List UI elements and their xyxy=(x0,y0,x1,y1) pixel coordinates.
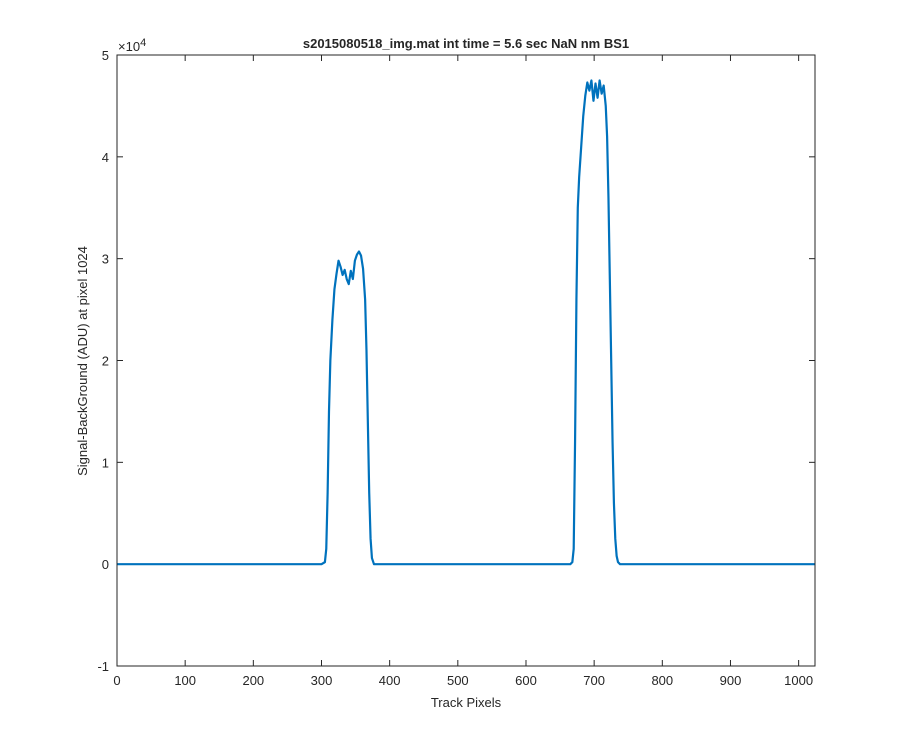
x-tick-label: 1000 xyxy=(784,673,813,688)
tick-labels: 0 100 200 300 400 500 600 700 800 900 1000 -1 0 1 2 3 4 5 xyxy=(97,48,813,688)
y-tick-label: 0 xyxy=(102,557,109,572)
series-group xyxy=(117,79,815,566)
x-tick-label: 200 xyxy=(242,673,264,688)
x-tick-label: 100 xyxy=(174,673,196,688)
x-tick-label: 500 xyxy=(447,673,469,688)
y-exponent-label: ×104 xyxy=(118,37,146,54)
y-tick-label: 1 xyxy=(102,455,109,470)
plot-frame xyxy=(116,54,816,667)
plot-area xyxy=(117,55,815,666)
x-tick-label: 300 xyxy=(311,673,333,688)
y-tick-label: 2 xyxy=(102,354,109,369)
y-tick-label: 4 xyxy=(102,150,109,165)
x-tick-label: 700 xyxy=(583,673,605,688)
x-tick-label: 600 xyxy=(515,673,537,688)
y-tick-label: 5 xyxy=(102,48,109,63)
x-tick-label: 900 xyxy=(720,673,742,688)
x-axis-label: Track Pixels xyxy=(431,695,502,710)
y-tick-label: 3 xyxy=(102,252,109,267)
x-tick-label: 0 xyxy=(113,673,120,688)
y-tick-label: -1 xyxy=(97,659,109,674)
x-tick-label: 400 xyxy=(379,673,401,688)
x-tick-label: 800 xyxy=(651,673,673,688)
signal-series-line xyxy=(117,79,815,566)
y-axis-label: Signal-BackGround (ADU) at pixel 1024 xyxy=(75,246,90,476)
chart-title: s2015080518_img.mat int time = 5.6 sec N… xyxy=(303,36,629,51)
